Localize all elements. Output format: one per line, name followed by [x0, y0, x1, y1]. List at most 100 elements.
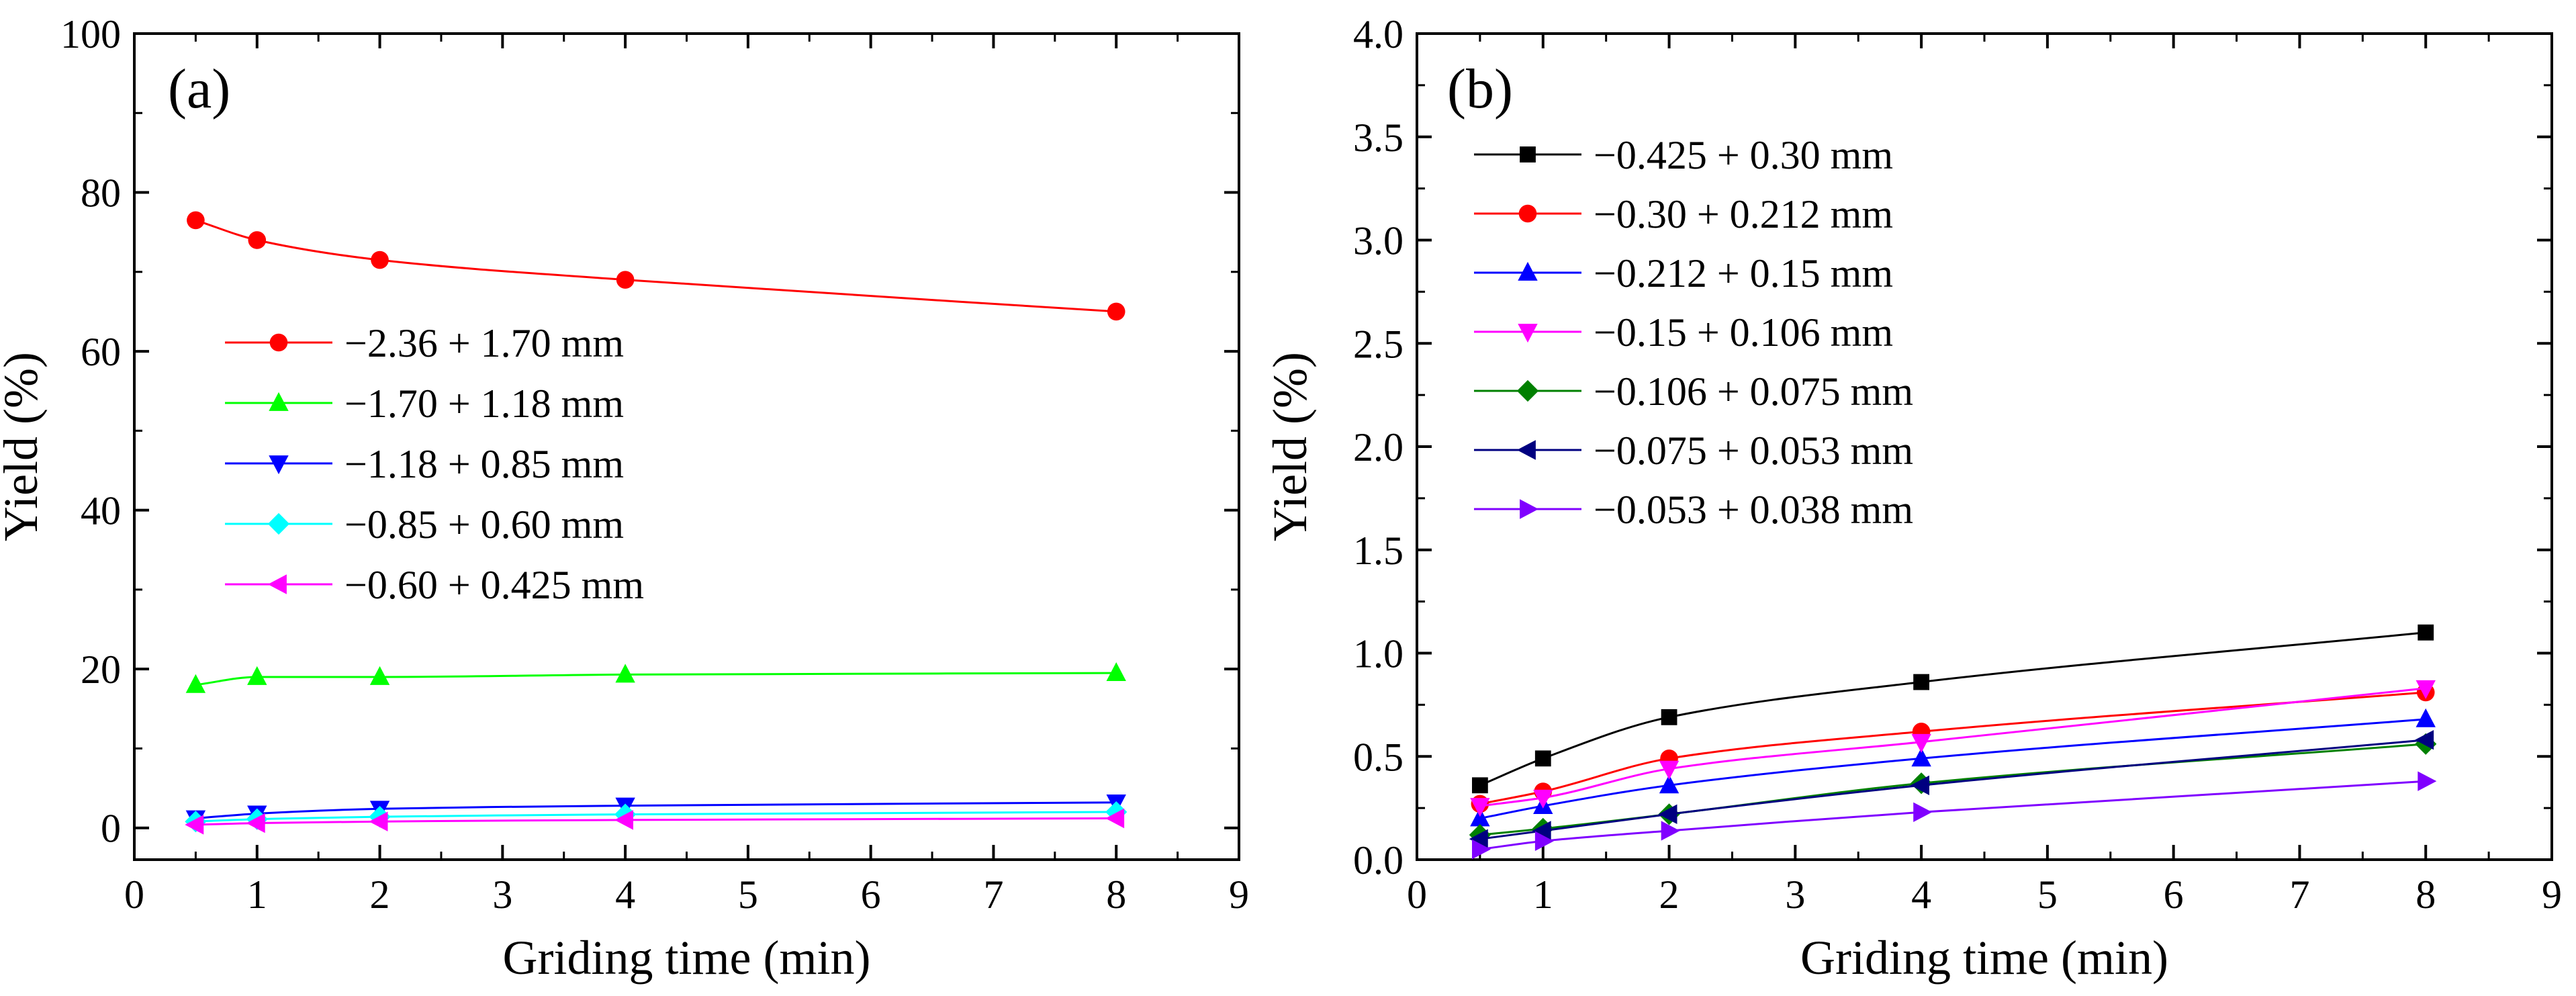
legend-item: −0.30 + 0.212 mm — [1474, 192, 1893, 236]
x-tick-label: 7 — [983, 872, 1003, 917]
legend-marker — [269, 455, 289, 475]
panel-label: (b) — [1447, 58, 1513, 120]
data-point — [1658, 804, 1677, 825]
data-point — [1659, 760, 1680, 780]
y-tick-label: 0 — [101, 807, 121, 851]
series-line — [1479, 691, 2426, 805]
y-axis-title: Yield (%) — [0, 352, 48, 541]
series-0-212-0-15-mm — [1470, 708, 2436, 827]
y-tick-label: 0.5 — [1353, 735, 1404, 779]
data-point — [1469, 829, 1488, 849]
data-point — [1911, 748, 1931, 767]
data-point — [248, 231, 267, 249]
x-tick-label: 1 — [247, 872, 267, 917]
data-point — [187, 211, 205, 230]
legend-item: −1.18 + 0.85 mm — [225, 442, 624, 486]
data-point — [2415, 729, 2434, 750]
legend-marker — [1518, 324, 1538, 343]
series-line — [195, 817, 1117, 826]
x-tick-label: 8 — [1106, 872, 1126, 917]
x-tick-label: 9 — [2542, 872, 2562, 917]
legend-label: −0.30 + 0.212 mm — [1594, 192, 1893, 236]
y-tick-label: 1.5 — [1353, 529, 1404, 573]
data-point — [185, 815, 204, 835]
data-point — [1105, 808, 1125, 829]
data-point — [1661, 821, 1680, 841]
series-2-36-1-70-mm — [187, 211, 1125, 321]
legend-marker — [1518, 261, 1538, 281]
y-tick-label: 60 — [81, 330, 121, 374]
legend-label: −0.425 + 0.30 mm — [1594, 133, 1893, 177]
x-tick-label: 2 — [370, 872, 390, 917]
x-tick-label: 0 — [124, 872, 144, 917]
plot-area — [1469, 624, 2437, 860]
legend-label: −0.85 + 0.60 mm — [344, 502, 624, 547]
legend: −0.425 + 0.30 mm −0.30 + 0.212 mm −0.212 +… — [1474, 133, 1913, 532]
y-axis-title: Yield (%) — [1263, 352, 1317, 541]
panel-label: (a) — [168, 58, 230, 120]
y-tick-label: 40 — [81, 489, 121, 533]
legend-item: −1.70 + 1.18 mm — [225, 381, 624, 426]
data-point — [2416, 680, 2436, 699]
series-1-70-1-18-mm — [185, 662, 1126, 693]
legend-marker — [267, 574, 287, 594]
x-tick-label: 9 — [1229, 872, 1249, 917]
data-point — [1471, 777, 1488, 794]
legend-label: −0.15 + 0.106 mm — [1594, 310, 1893, 355]
y-tick-label: 1.0 — [1353, 632, 1404, 676]
x-tick-label: 1 — [1533, 872, 1553, 917]
data-point — [2418, 771, 2437, 791]
y-tick-label: 2.5 — [1353, 322, 1404, 366]
y-tick-label: 0.0 — [1353, 838, 1404, 882]
data-point — [1661, 709, 1677, 725]
y-tick-label: 2.0 — [1353, 425, 1404, 469]
data-point — [1911, 733, 1931, 753]
x-tick-label: 4 — [1911, 872, 1931, 917]
x-tick-label: 3 — [492, 872, 512, 917]
series-0-60-0-425-mm — [185, 808, 1125, 835]
data-point — [369, 811, 388, 831]
data-point — [1107, 302, 1125, 321]
series-line — [195, 219, 1117, 313]
y-tick-label: 4.0 — [1353, 12, 1404, 56]
legend-item: −0.425 + 0.30 mm — [1474, 133, 1893, 177]
legend-item: −0.85 + 0.60 mm — [225, 502, 624, 547]
series-0-053-0-038-mm — [1471, 771, 2437, 860]
y-tick-label: 20 — [81, 647, 121, 692]
legend-label: −0.106 + 0.075 mm — [1594, 369, 1913, 414]
legend-marker — [1520, 146, 1536, 163]
y-tick-label: 100 — [60, 12, 121, 56]
data-point — [246, 813, 265, 833]
legend-marker — [267, 512, 290, 535]
legend-marker — [269, 333, 288, 352]
data-point — [1470, 798, 1490, 817]
series-0-15-0-106-mm — [1470, 680, 2436, 817]
legend-item: −0.15 + 0.106 mm — [1474, 310, 1893, 355]
legend-label: −2.36 + 1.70 mm — [344, 321, 624, 365]
x-tick-label: 5 — [2037, 872, 2058, 917]
series-line — [195, 672, 1117, 686]
data-point — [1911, 775, 1930, 795]
series-line — [1479, 631, 2426, 786]
legend-label: −1.18 + 0.85 mm — [344, 442, 624, 486]
legend-item: −0.075 + 0.053 mm — [1474, 428, 1913, 473]
legend-label: −0.075 + 0.053 mm — [1594, 428, 1913, 473]
legend-marker — [269, 392, 289, 411]
data-point — [1913, 674, 1930, 690]
x-axis-title: Griding time (min) — [503, 931, 871, 985]
plot-frame — [133, 32, 1240, 861]
x-tick-label: 3 — [1785, 872, 1805, 917]
y-tick-label: 3.5 — [1353, 116, 1404, 160]
legend-item: −2.36 + 1.70 mm — [225, 321, 624, 365]
data-point — [616, 271, 635, 289]
legend-marker — [1518, 204, 1537, 223]
x-tick-label: 5 — [738, 872, 758, 917]
data-point — [1106, 662, 1126, 681]
data-point — [1534, 750, 1551, 767]
x-tick-label: 2 — [1659, 872, 1680, 917]
data-point — [614, 810, 634, 830]
data-point — [371, 251, 389, 269]
series-0-425-0-30-mm — [1471, 624, 2434, 794]
legend-label: −0.053 + 0.038 mm — [1594, 488, 1913, 532]
